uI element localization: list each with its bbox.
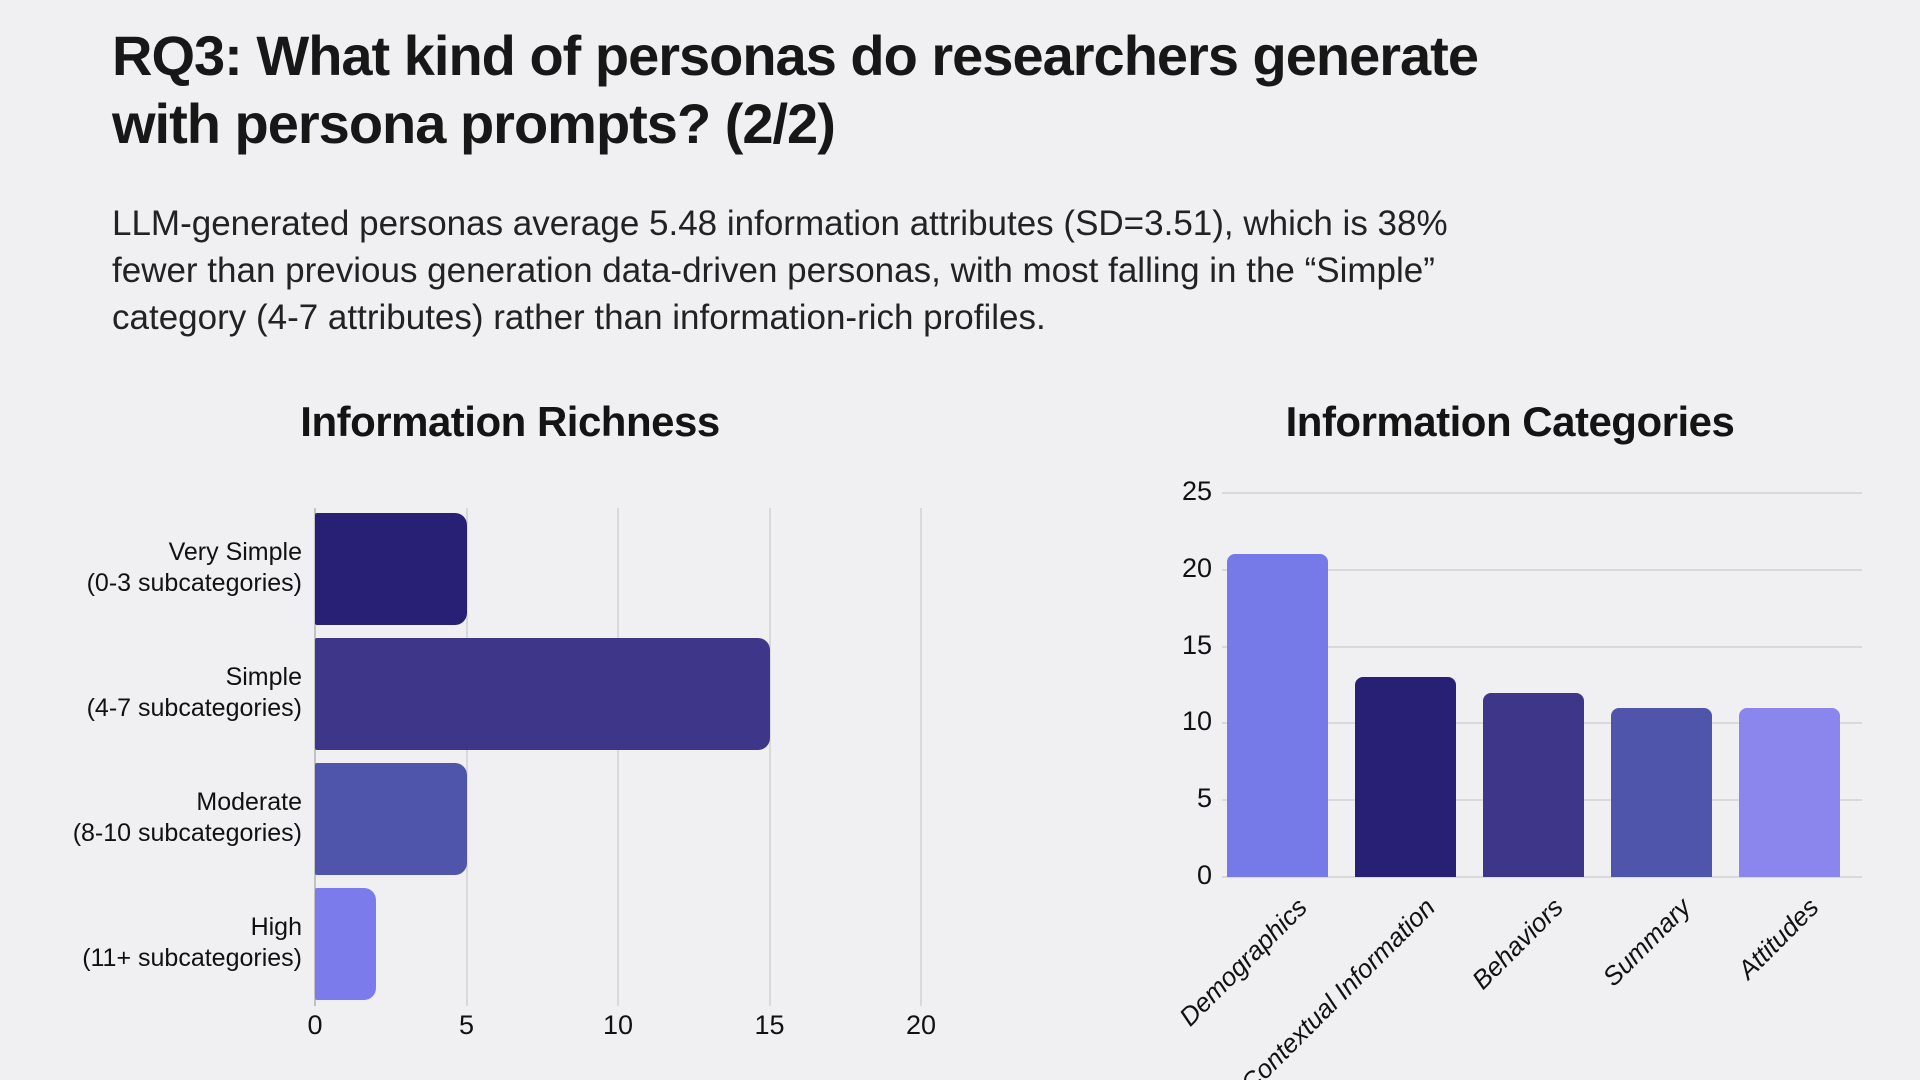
- bar-simple: [315, 638, 770, 750]
- slide-subtitle: LLM-generated personas average 5.48 info…: [112, 204, 1448, 337]
- x-tick-label-10: 10: [602, 1010, 634, 1040]
- x-tick-label-0: 0: [307, 1010, 323, 1040]
- left-chart-title: Information Richness: [300, 398, 720, 445]
- bar-demographics: [1227, 554, 1328, 877]
- x-tick-label-15: 15: [754, 1010, 785, 1040]
- y-tick-label-15: 15: [1181, 629, 1212, 660]
- x-gridline-5: [465, 508, 468, 1006]
- slide-title: RQ3: What kind of personas do researcher…: [112, 24, 1479, 155]
- right-chart-title: Information Categories: [1285, 398, 1735, 445]
- x-category-label-text: Summary: [1596, 892, 1697, 992]
- y-category-label-high: High (11+ subcategories): [82, 913, 302, 972]
- bar-contextual-information: [1355, 677, 1456, 877]
- y-tick-label-25: 25: [1181, 476, 1212, 506]
- x-gridline-15: [768, 508, 771, 1006]
- bar-attitudes: [1739, 708, 1840, 877]
- y-gridline-25: [1222, 492, 1862, 494]
- y-category-label-simple: Simple (4-7 subcategories): [86, 663, 302, 722]
- y-tick-label-5: 5: [1196, 783, 1212, 814]
- y-category-label-moderate: Moderate (8-10 subcategories): [72, 788, 302, 847]
- y-tick-label-0: 0: [1196, 860, 1212, 890]
- x-gridline-10: [617, 508, 619, 1006]
- x-category-label-text: Attitudes: [1731, 892, 1825, 985]
- y-gridline-15: [1222, 645, 1862, 648]
- y-tick-label-20: 20: [1181, 552, 1212, 583]
- bar-summary: [1611, 708, 1712, 877]
- y-tick-label-10: 10: [1181, 706, 1212, 737]
- y-gridline-0: [1222, 876, 1862, 878]
- x-category-label-text: Demographics: [1172, 892, 1313, 1032]
- x-tick-label-5: 5: [458, 1010, 475, 1040]
- y-gridline-20: [1222, 568, 1862, 571]
- bar-high: [315, 888, 376, 1000]
- bar-very-simple: [315, 513, 467, 625]
- bar-moderate: [315, 763, 467, 875]
- x-gridline-0: [314, 508, 316, 1006]
- bar-behaviors: [1483, 692, 1584, 877]
- x-tick-label-20: 20: [905, 1010, 937, 1040]
- x-gridline-20: [920, 508, 922, 1006]
- y-category-label-very-simple: Very Simple (0-3 subcategories): [86, 538, 302, 597]
- x-category-label-text: Behaviors: [1465, 892, 1569, 995]
